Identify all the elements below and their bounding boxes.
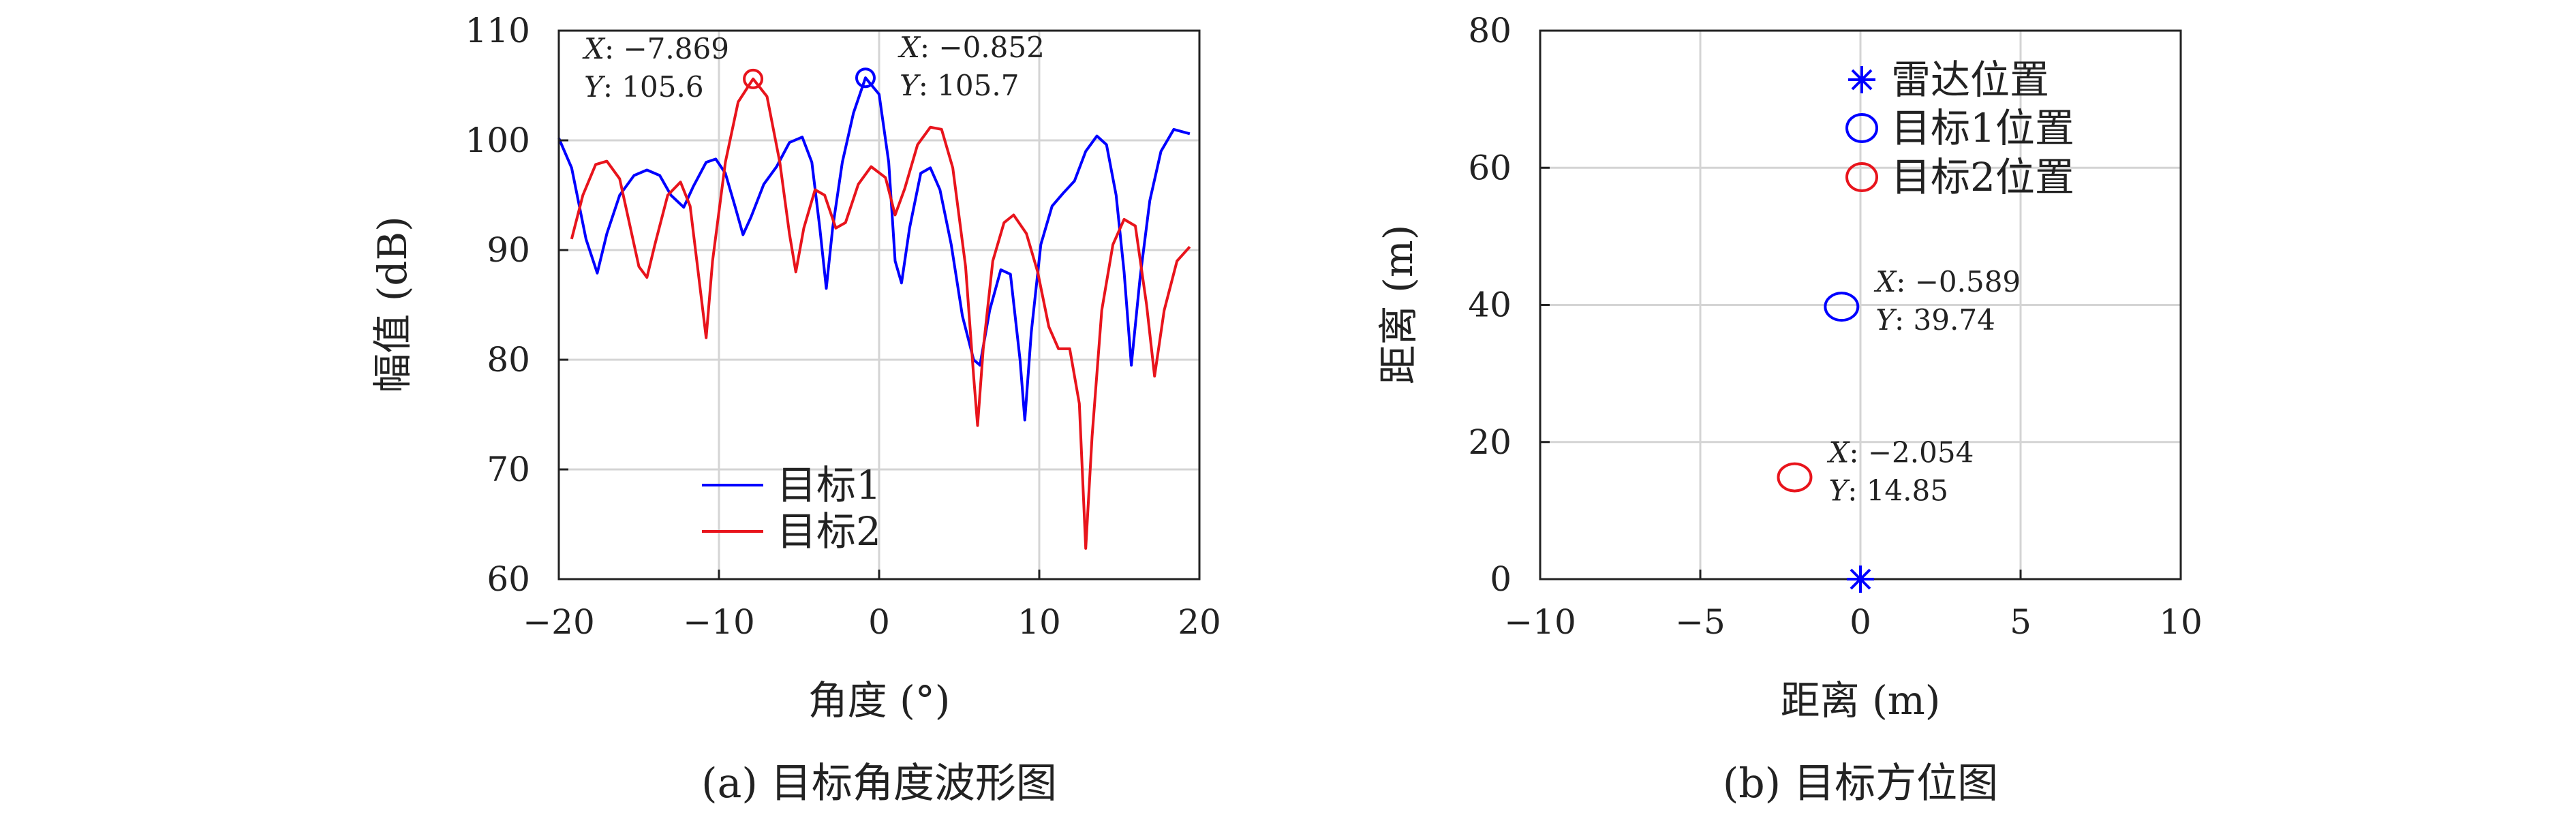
- target-position-marker-2: [1777, 462, 1813, 493]
- chart-b-xlabel: 距离 (m): [1781, 677, 1941, 724]
- legend-a-label-2: 目标2: [777, 508, 881, 555]
- chart-a-xtick-label: 10: [1017, 602, 1061, 642]
- chart-a-xtick-label: −20: [523, 602, 595, 642]
- chart-a-caption: (a) 目标角度波形图: [701, 760, 1057, 807]
- peak-annotation-2-y: Y: 105.7: [900, 69, 1019, 102]
- chart-a-xtick-label: 20: [1178, 602, 1221, 642]
- chart-a-ytick-label: 60: [487, 559, 530, 599]
- chart-b-xtick-label: 0: [1850, 602, 1871, 642]
- chart-b-annotations: X: −0.589 Y: 39.74 X: −2.054 Y: 14.85: [1826, 265, 2021, 507]
- chart-b-caption: (b) 目标方位图: [1723, 760, 1998, 807]
- chart-a-legend: 目标1 目标2: [702, 462, 881, 555]
- chart-a-ylabel: 幅值 (dB): [369, 216, 416, 392]
- chart-a-ytick-label: 110: [465, 11, 530, 50]
- chart-a-lines: [557, 76, 1191, 550]
- chart-a-ytick-label: 90: [487, 230, 530, 270]
- chart-b-ytick-label: 60: [1468, 148, 1512, 187]
- chart-a: −20 −10 0 10 20 60 70 80 90 100 110 X: −7.869 Y: 10…: [369, 11, 1221, 807]
- legend-b-circle-blue: [1845, 113, 1878, 143]
- chart-b-xtick-label: −10: [1504, 602, 1576, 642]
- chart-a-xlabel: 角度 (°): [808, 677, 951, 724]
- chart-a-annotations: X: −7.869 Y: 105.6 X: −0.852 Y: 105.7: [582, 31, 1045, 104]
- position-annotation-1-x: X: −0.589: [1873, 265, 2021, 298]
- legend-b-label-3: 目标2位置: [1891, 154, 2074, 200]
- legend-b-label-2: 目标1位置: [1891, 105, 2074, 151]
- series-line-1: [557, 76, 1191, 422]
- legend-b-label-1: 雷达位置: [1891, 57, 2049, 103]
- radar-marker-stroke: [1850, 568, 1871, 590]
- peak-annotation-1-y: Y: 105.6: [584, 70, 703, 104]
- peak-annotation-2-x: X: −0.852: [898, 31, 1045, 64]
- legend-b-asterisk-marker: [1848, 66, 1875, 93]
- legend-b-circle-red: [1845, 162, 1878, 192]
- legend-a-label-1: 目标1: [777, 462, 881, 508]
- chart-a-ytick-label: 70: [487, 450, 530, 489]
- chart-a-ticks: −20 −10 0 10 20 60 70 80 90 100 110: [465, 11, 1221, 642]
- radar-position-marker: [1847, 566, 1874, 593]
- chart-b-ytick-label: 40: [1468, 285, 1512, 325]
- peak-marker-2: [855, 67, 876, 89]
- peak-marker-1: [743, 68, 764, 89]
- target-position-marker-1: [1824, 292, 1860, 322]
- chart-b-xtick-label: 10: [2159, 602, 2203, 642]
- position-annotation-2-y: Y: 14.85: [1828, 474, 1948, 508]
- chart-b-ytick-label: 20: [1468, 422, 1512, 462]
- chart-b-points: [1777, 292, 1874, 593]
- chart-a-xtick-label: −10: [683, 602, 755, 642]
- chart-b-xtick-label: −5: [1675, 602, 1726, 642]
- chart-a-markers: [743, 67, 876, 89]
- chart-a-ytick-label: 80: [487, 340, 530, 379]
- peak-annotation-1-x: X: −7.869: [582, 32, 729, 65]
- chart-b-ytick-label: 80: [1468, 11, 1512, 50]
- chart-b-xtick-label: 5: [2010, 602, 2031, 642]
- position-annotation-1-y: Y: 39.74: [1875, 303, 1995, 337]
- chart-b-legend: 雷达位置 目标1位置 目标2位置: [1845, 57, 2074, 200]
- chart-b-ticks: −10 −5 0 5 10 0 20 40 60 80: [1468, 11, 2202, 642]
- chart-a-xtick-label: 0: [868, 602, 890, 642]
- chart-b-ylabel: 距离 (m): [1375, 225, 1422, 385]
- series-line-2: [570, 77, 1191, 550]
- chart-b-ytick-label: 0: [1490, 559, 1512, 599]
- chart-a-ytick-label: 100: [465, 121, 530, 160]
- position-annotation-2-x: X: −2.054: [1826, 436, 1974, 469]
